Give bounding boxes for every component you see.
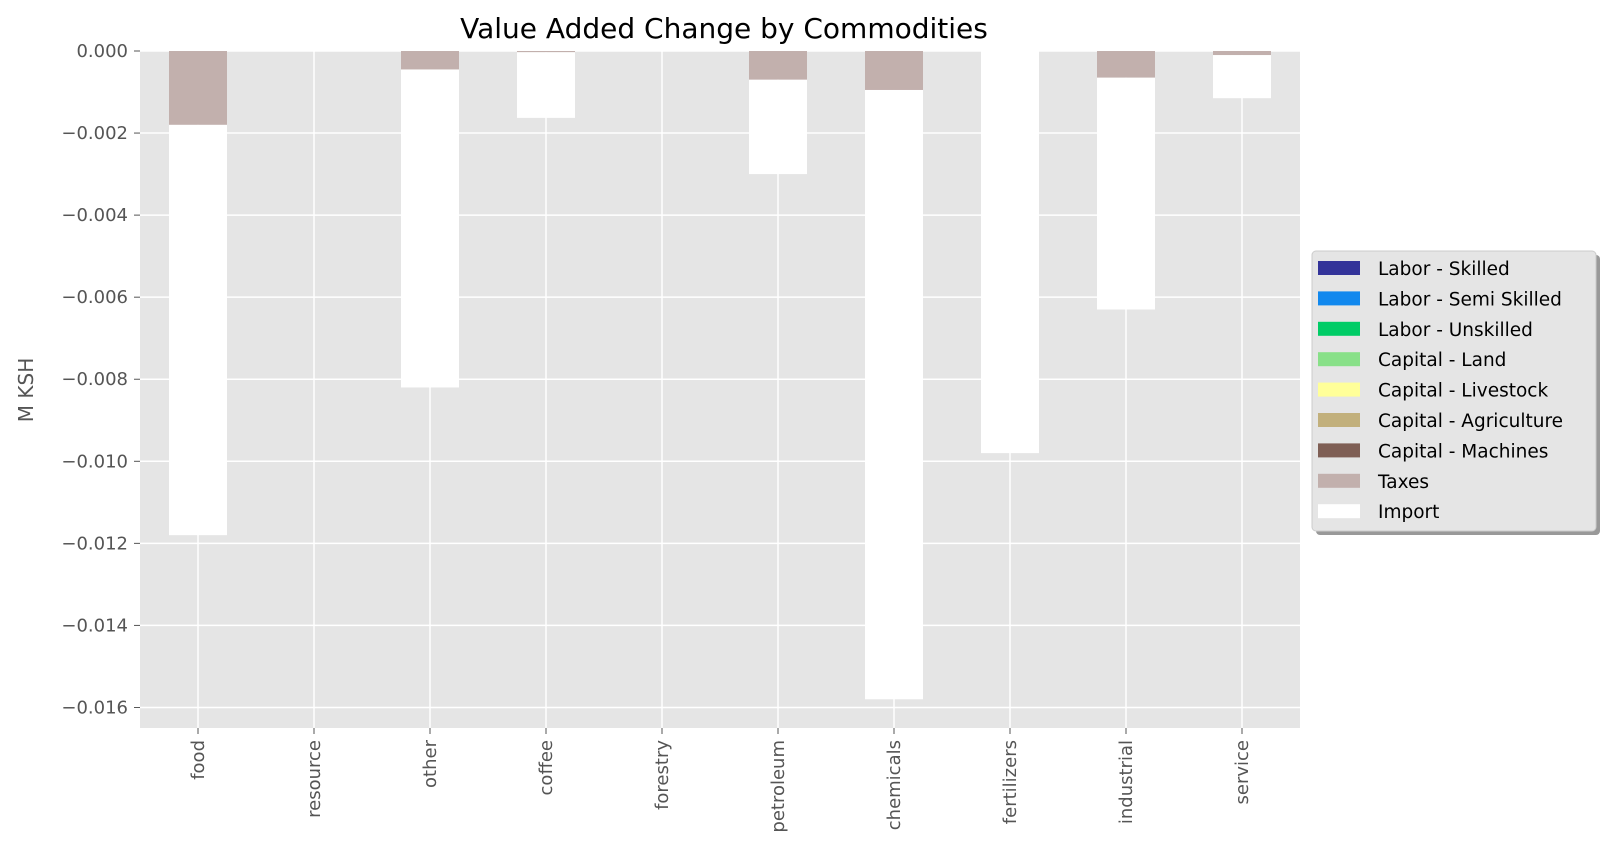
bar-food-taxes: [169, 51, 227, 125]
legend: Labor - Skilled Labor - Semi Skilled Labor…: [1311, 250, 1600, 535]
bar-chemicals-taxes: [865, 51, 923, 90]
x-tick-label: fertilizers: [1000, 740, 1021, 824]
legend-swatch: [1318, 413, 1360, 427]
x-tick-label: service: [1232, 740, 1253, 804]
y-tick-label: −0.010: [61, 451, 128, 472]
legend-label: Capital - Machines: [1378, 441, 1548, 462]
bar-food-import: [169, 124, 227, 536]
x-tick-label: petroleum: [768, 740, 789, 833]
legend-box: [1311, 250, 1597, 532]
y-tick-label: −0.002: [61, 123, 128, 144]
y-tick-label: −0.014: [61, 615, 128, 636]
x-tick-label: other: [420, 739, 441, 788]
legend-swatch: [1318, 382, 1360, 397]
legend-label: Import: [1378, 502, 1439, 523]
bar-other-import: [401, 69, 459, 388]
legend-label: Labor - Semi Skilled: [1378, 289, 1562, 310]
legend-swatch: [1318, 443, 1360, 458]
y-tick-label: −0.004: [61, 205, 128, 226]
legend-label: Labor - Skilled: [1378, 259, 1510, 280]
bar-petroleum-taxes: [749, 51, 807, 80]
x-tick-label: resource: [304, 740, 325, 818]
legend-label: Capital - Livestock: [1378, 381, 1548, 402]
legend-label: Labor - Unskilled: [1378, 320, 1533, 341]
y-axis-ticks: 0.000 −0.002 −0.004 −0.006 −0.008 −0.010 −0.01…: [61, 41, 140, 718]
x-tick-label: food: [188, 740, 209, 780]
chart-title: Value Added Change by Commodities: [460, 12, 988, 45]
x-tick-label: chemicals: [884, 740, 905, 830]
y-axis-label: M KSH: [14, 358, 38, 422]
y-tick-label: −0.006: [61, 287, 128, 308]
legend-label: Taxes: [1377, 472, 1429, 493]
bar-service-import: [1213, 55, 1271, 99]
legend-swatch: [1318, 261, 1360, 275]
x-axis-ticks: food resource other coffee forestry petroleum…: [188, 728, 1253, 833]
legend-label: Capital - Agriculture: [1378, 411, 1563, 432]
bars: [169, 51, 1271, 700]
legend-swatch: [1318, 291, 1360, 306]
bar-industrial-taxes: [1097, 51, 1155, 78]
x-tick-label: coffee: [536, 740, 557, 795]
legend-swatch: [1318, 473, 1360, 488]
bar-other-taxes: [401, 51, 459, 70]
bar-fertilizers-import: [981, 51, 1039, 454]
y-tick-label: −0.012: [61, 533, 128, 554]
bar-petroleum-import: [749, 79, 807, 175]
legend-swatch: [1318, 352, 1360, 367]
legend-swatch: [1318, 321, 1360, 336]
x-tick-label: industrial: [1116, 740, 1137, 824]
y-tick-label: −0.016: [61, 697, 128, 718]
x-tick-label: forestry: [652, 740, 673, 810]
legend-label: Capital - Land: [1378, 350, 1506, 371]
y-tick-label: 0.000: [76, 41, 128, 62]
bar-chemicals-import: [865, 89, 923, 700]
bar-industrial-import: [1097, 77, 1155, 310]
y-tick-label: −0.008: [61, 369, 128, 390]
bar-service-taxes: [1213, 51, 1271, 56]
bar-coffee-import: [517, 52, 575, 118]
legend-swatch: [1318, 504, 1360, 519]
bar-coffee-taxes: [517, 51, 575, 53]
